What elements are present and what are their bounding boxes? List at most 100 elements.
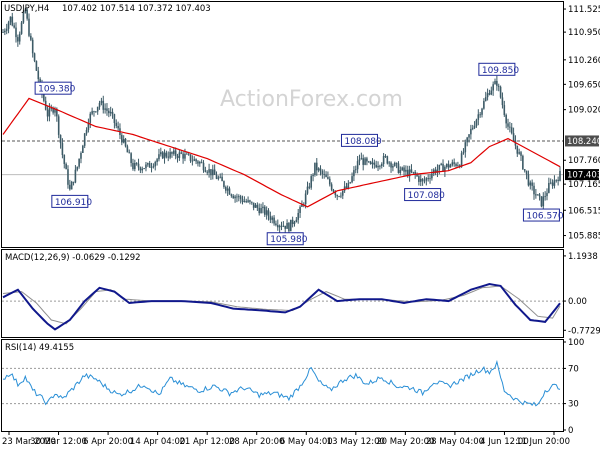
candle-body <box>219 176 222 178</box>
candle-body <box>438 164 441 170</box>
candle-body <box>505 114 507 124</box>
candle-body <box>540 196 543 207</box>
candle-body <box>26 9 28 19</box>
candle-body <box>67 169 69 185</box>
candle-body <box>50 108 53 110</box>
candle-body <box>551 182 554 186</box>
candle-body <box>445 163 448 167</box>
level-tag: 108.240 <box>565 135 600 147</box>
candle-body <box>206 171 209 173</box>
candle-body <box>523 169 526 171</box>
candle-body <box>20 22 23 34</box>
price-callout-label: 109.380 <box>38 85 75 95</box>
candle-body <box>48 108 51 117</box>
candle-body <box>336 195 338 197</box>
candle-body <box>186 153 188 155</box>
candle-body <box>371 162 374 165</box>
candle-body <box>453 162 455 164</box>
candle-body <box>512 133 515 141</box>
candle-body <box>106 108 108 111</box>
price-callout-label: 106.910 <box>55 198 92 208</box>
candle-body <box>455 163 457 167</box>
candle-body <box>195 159 197 162</box>
candle-body <box>160 152 162 155</box>
candle-body <box>321 170 324 175</box>
candle-body <box>484 97 487 102</box>
candle-body <box>490 90 493 95</box>
candle-body <box>17 37 19 42</box>
candle-body <box>334 191 337 196</box>
candle-body <box>557 179 559 181</box>
candle-body <box>74 169 77 183</box>
price-callout-label: 106.570 <box>526 212 563 222</box>
candle-body <box>356 161 359 170</box>
candle-body <box>397 163 400 173</box>
candle-body <box>332 189 335 192</box>
candle-body <box>213 169 216 175</box>
candle-body <box>199 162 201 164</box>
macd-main-line <box>2 282 561 331</box>
candle-body <box>54 108 56 113</box>
candle-body <box>555 179 558 181</box>
candle-body <box>11 16 14 26</box>
candle-body <box>525 170 528 175</box>
candle-body <box>167 156 170 158</box>
candle-body <box>323 174 326 175</box>
candle-body <box>401 167 403 170</box>
price-panel-frame <box>1 1 564 248</box>
candle-body <box>529 182 532 186</box>
candle-body <box>4 30 6 33</box>
candle-body <box>325 174 327 178</box>
candle-body <box>115 123 118 127</box>
macd-signal-line <box>2 285 561 325</box>
macd-tick-label: -0.7729 <box>568 326 600 336</box>
candle-body <box>408 169 411 177</box>
candle-body <box>247 200 249 202</box>
time-tick-label: 13 May 12:00 <box>327 437 385 447</box>
candle-body <box>137 163 140 168</box>
candle-body <box>442 163 444 172</box>
candle-body <box>234 196 236 199</box>
candle-body <box>46 109 49 117</box>
candle-body <box>108 110 110 114</box>
price-tick-label: 110.950 <box>568 28 600 38</box>
candle-body <box>518 152 520 154</box>
candle-body <box>499 86 502 98</box>
price-tick-label: 106.515 <box>568 206 600 216</box>
price-callout-label: 107.080 <box>408 191 445 201</box>
time-tick-label: 20 May 20:00 <box>376 437 434 447</box>
candle-body <box>384 156 387 157</box>
candle-body <box>496 80 498 86</box>
candle-body <box>293 222 296 224</box>
candle-body <box>470 128 472 135</box>
candle-body <box>169 152 171 158</box>
candle-body <box>174 150 177 157</box>
candle-body <box>553 180 556 186</box>
macd-title: MACD(12,26,9) -0.0629 -0.1292 <box>5 253 141 263</box>
candle-body <box>416 173 418 177</box>
candle-body <box>128 152 131 154</box>
candle-body <box>291 219 294 224</box>
candle-body <box>473 126 476 128</box>
candle-body <box>232 195 235 199</box>
candle-body <box>70 181 73 190</box>
candle-body <box>317 168 320 171</box>
candle-body <box>280 225 283 227</box>
candle-body <box>134 163 136 170</box>
candle-body <box>354 169 357 171</box>
price-tick-label: 105.885 <box>568 232 600 242</box>
rsi-tick-label: 100 <box>568 338 584 348</box>
candle-body <box>427 178 429 179</box>
candle-body <box>312 174 314 177</box>
candle-body <box>252 202 255 208</box>
candle-body <box>91 111 93 114</box>
candle-body <box>380 164 383 167</box>
candle-body <box>122 138 125 143</box>
candle-body <box>100 100 103 103</box>
candle-body <box>377 165 379 168</box>
candle-body <box>226 188 229 191</box>
candle-body <box>178 152 181 158</box>
candle-body <box>536 194 539 196</box>
candle-body <box>419 178 422 182</box>
candle-body <box>289 219 292 232</box>
